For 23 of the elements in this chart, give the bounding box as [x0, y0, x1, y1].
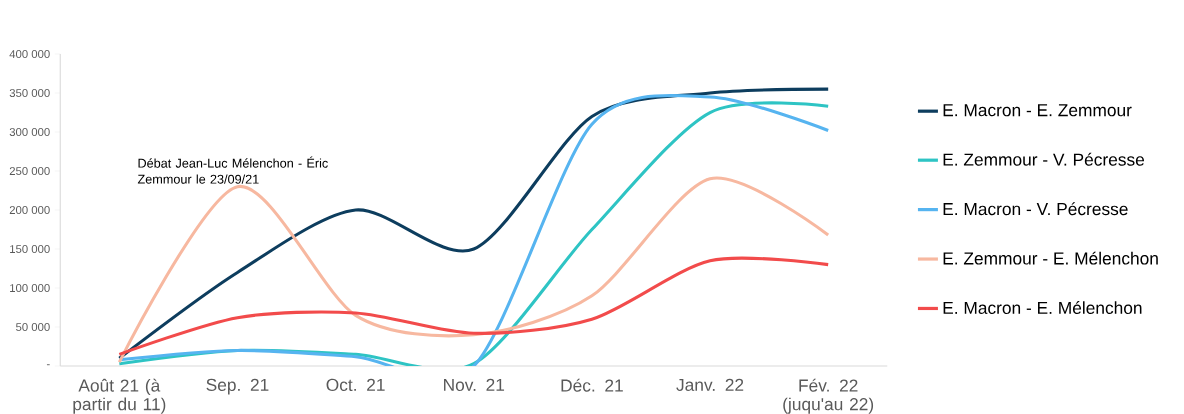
y-tick-label: -: [46, 364, 50, 366]
legend-label: E. Zemmour - E. Mélenchon: [943, 251, 1158, 265]
x-tick-label: Fév. 22 (juqu'au 22): [783, 378, 874, 414]
legend-label: E. Macron - E. Zemmour: [943, 104, 1132, 117]
line-series: [117, 176, 830, 364]
legend-label: E. Macron - E. Mélenchon: [943, 301, 1142, 315]
y-tick-label: 400 000: [9, 50, 50, 59]
y-tick-label: 250 000: [9, 167, 50, 176]
y-tick-label: 300 000: [9, 128, 50, 137]
y-tick-label: 200 000: [9, 206, 50, 215]
annotation: Débat Jean-Luc Mélenchon - Éric Zemmour le 23/09/21: [137, 156, 328, 184]
x-tick-label: Déc. 21: [561, 378, 623, 392]
y-tick-label: 50 000: [16, 323, 50, 332]
legend-label: E. Macron - V. Pécresse: [943, 202, 1128, 216]
x-tick-label: Août 21 (à partir du 11): [73, 378, 166, 414]
y-tick-label: 150 000: [10, 245, 50, 254]
y-tick-label: 100 000: [10, 284, 50, 293]
y-tick-label: 350 000: [9, 89, 50, 98]
x-tick-label: Sep. 21: [206, 378, 269, 395]
x-tick-label: Janv. 22: [676, 378, 744, 392]
x-tick-label: Nov. 21: [444, 378, 505, 392]
legend-label: E. Zemmour - V. Pécresse: [943, 152, 1145, 166]
x-tick-label: Oct. 21: [326, 378, 385, 392]
